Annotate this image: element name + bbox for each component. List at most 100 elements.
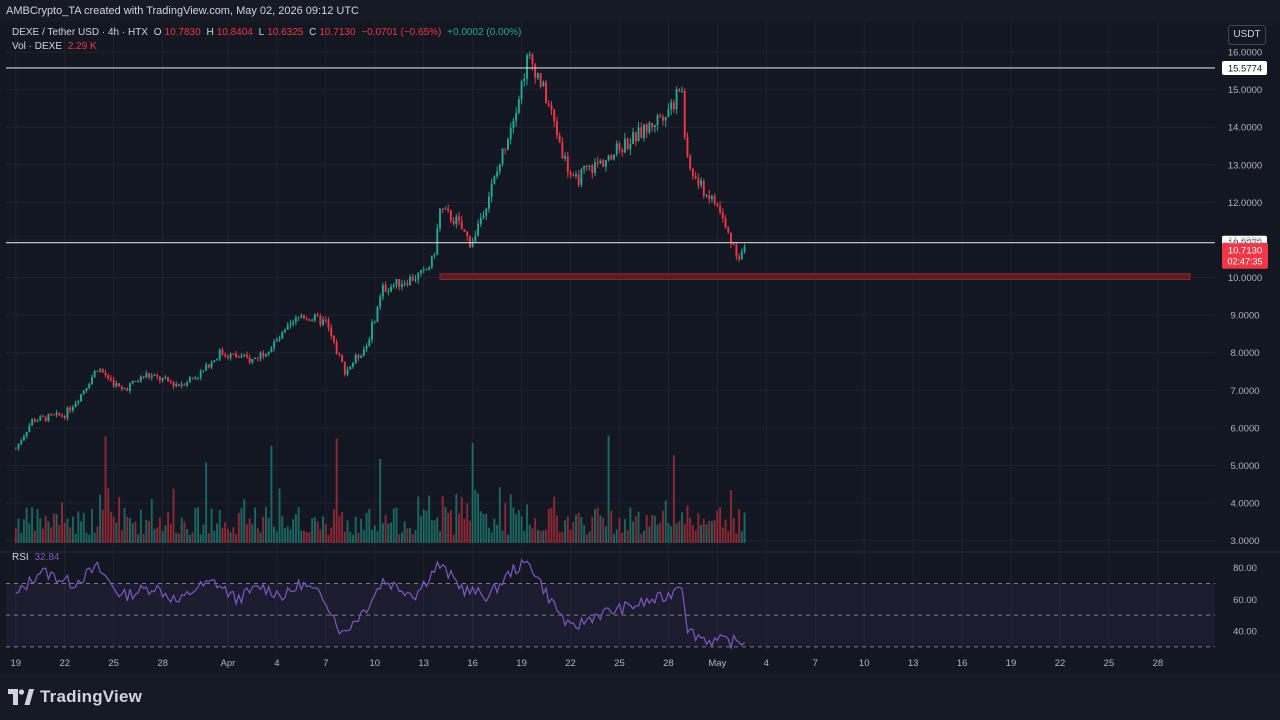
- volume-bar: [691, 525, 694, 543]
- time-tick-label: 7: [813, 658, 818, 669]
- volume-bar: [164, 525, 167, 543]
- candle: [126, 388, 129, 391]
- candle: [202, 370, 205, 372]
- candle: [422, 269, 425, 271]
- candle: [713, 196, 716, 204]
- candle: [411, 276, 414, 281]
- volume-bar: [512, 507, 515, 543]
- volume-bar: [175, 532, 178, 543]
- rsi-tick-label: 80.00: [1233, 563, 1257, 574]
- volume-bar: [623, 519, 626, 543]
- candle: [25, 431, 28, 437]
- time-tick-label: May: [708, 658, 726, 669]
- candle: [28, 425, 31, 432]
- volume-bar: [583, 525, 586, 543]
- candle: [406, 283, 409, 285]
- price-tick-label: 10.0000: [1228, 273, 1262, 284]
- candle: [496, 171, 499, 177]
- currency-button[interactable]: USDT: [1228, 25, 1266, 45]
- candle: [730, 232, 732, 244]
- candle: [575, 174, 577, 177]
- candle: [158, 376, 161, 381]
- tradingview-logo-icon: [8, 689, 34, 705]
- low-value: 10.6325: [267, 27, 304, 38]
- candle: [683, 90, 686, 138]
- close-value: 10.7130: [319, 27, 356, 38]
- candle: [555, 121, 558, 136]
- price-tick-label: 12.0000: [1228, 198, 1262, 209]
- candle: [294, 317, 297, 322]
- candle: [642, 124, 645, 138]
- candle: [197, 377, 199, 379]
- candle: [164, 376, 167, 379]
- volume-bar: [629, 507, 632, 543]
- support-zone-rect: [439, 273, 1191, 280]
- volume-bar: [697, 513, 700, 543]
- tradingview-logo[interactable]: TradingView: [8, 686, 142, 708]
- volume-bar: [177, 533, 180, 543]
- volume-bar: [390, 522, 393, 543]
- candle: [474, 235, 477, 242]
- volume-bar: [694, 530, 697, 543]
- candle: [101, 369, 104, 373]
- candle: [449, 210, 452, 221]
- volume-bar: [308, 532, 311, 543]
- volume-bar: [134, 521, 137, 543]
- volume-bar: [740, 531, 743, 543]
- candle: [447, 208, 450, 211]
- candle: [82, 390, 85, 395]
- candle: [338, 354, 341, 356]
- candle: [243, 354, 246, 356]
- volume-bar: [66, 518, 69, 543]
- volume-bar: [555, 515, 558, 543]
- candle: [218, 349, 221, 360]
- candle: [207, 364, 210, 368]
- time-tick-label: 28: [1153, 658, 1164, 669]
- volume-bar: [716, 510, 719, 543]
- volume-bar: [47, 521, 50, 543]
- volume-bar: [675, 523, 678, 543]
- candle: [148, 373, 150, 378]
- candle: [697, 178, 700, 186]
- candle: [672, 102, 675, 110]
- candle: [735, 244, 738, 257]
- volume-bar: [338, 516, 341, 543]
- candle: [637, 127, 640, 142]
- candle: [360, 355, 363, 358]
- candle: [180, 384, 183, 386]
- candle: [297, 317, 300, 319]
- candle: [120, 386, 123, 390]
- candle: [659, 115, 662, 117]
- candle: [436, 228, 439, 255]
- candle: [441, 208, 444, 210]
- volume-bar: [436, 517, 439, 543]
- volume-bar: [118, 496, 121, 543]
- candle: [403, 283, 406, 285]
- candle: [564, 156, 567, 159]
- volume-bar: [449, 510, 452, 543]
- volume-bar: [662, 510, 664, 543]
- candle: [648, 123, 651, 133]
- volume-bar: [632, 521, 635, 543]
- volume-bar: [120, 530, 123, 543]
- candle: [332, 335, 335, 342]
- candle: [36, 420, 39, 422]
- time-tick-label: 25: [1104, 658, 1115, 669]
- volume-bar: [659, 522, 662, 543]
- candle: [632, 132, 635, 144]
- volume-bar: [471, 442, 474, 543]
- time-tick-label: 22: [1055, 658, 1066, 669]
- candle: [50, 414, 53, 416]
- candle: [55, 412, 58, 415]
- candle: [509, 127, 512, 140]
- candle: [501, 148, 504, 164]
- volume-bar: [373, 525, 376, 543]
- volume-bar: [33, 530, 36, 543]
- volume-bar: [596, 507, 599, 543]
- candle: [708, 195, 711, 200]
- axes: 16.0000 15.0000 14.0000 13.0000 12.0000 11.00…: [11, 48, 1263, 669]
- candle: [99, 369, 102, 372]
- volume-bar: [738, 509, 741, 543]
